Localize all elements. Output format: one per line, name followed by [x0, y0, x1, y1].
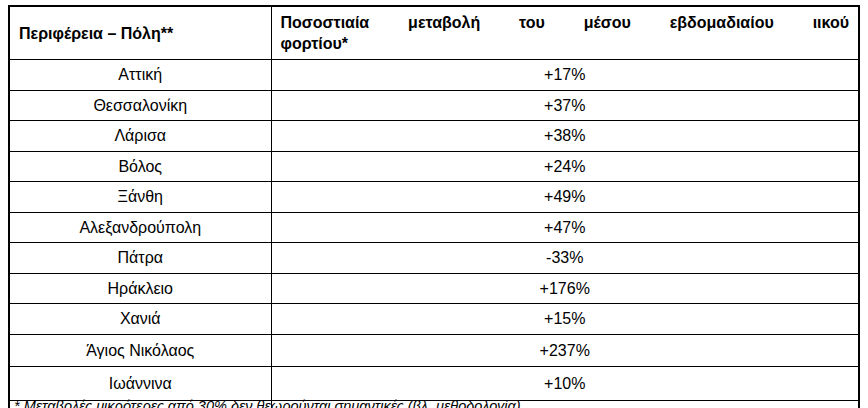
- value-cell: +49%: [271, 182, 859, 213]
- table-row: Πάτρα -33%: [9, 243, 859, 274]
- value-cell: +47%: [271, 212, 859, 243]
- table-row: Άγιος Νικόλαος +237%: [9, 334, 859, 366]
- value-cell: +37%: [271, 90, 859, 121]
- city-cell: Ηράκλειο: [9, 273, 271, 304]
- table-row: Ξάνθη +49%: [9, 182, 859, 213]
- city-cell: Αλεξανδρούπολη: [9, 212, 271, 243]
- header-region-city: Περιφέρεια – Πόλη**: [9, 6, 271, 60]
- table-row: Βόλος +24%: [9, 151, 859, 182]
- header-percent-change-line2: φορτίου*: [281, 33, 850, 54]
- city-cell: Βόλος: [9, 151, 271, 182]
- table-header-row: Περιφέρεια – Πόλη** Ποσοστιαία μεταβολή …: [9, 6, 859, 60]
- table-row: Χανιά +15%: [9, 304, 859, 335]
- city-cell: Λάρισα: [9, 121, 271, 152]
- report-page: Περιφέρεια – Πόλη** Ποσοστιαία μεταβολή …: [0, 0, 868, 408]
- viral-load-table: Περιφέρεια – Πόλη** Ποσοστιαία μεταβολή …: [8, 5, 860, 408]
- value-cell: +38%: [271, 121, 859, 152]
- city-cell: Χανιά: [9, 304, 271, 335]
- header-percent-change: Ποσοστιαία μεταβολή του μέσου εβδομαδιαί…: [271, 6, 859, 60]
- table-footnote: * Μεταβολές μικρότερες από 30% δεν θεωρο…: [14, 397, 521, 408]
- city-cell: Άγιος Νικόλαος: [9, 334, 271, 366]
- header-region-city-label: Περιφέρεια – Πόλη**: [19, 25, 173, 42]
- header-percent-change-line1: Ποσοστιαία μεταβολή του μέσου εβδομαδιαί…: [281, 12, 850, 33]
- table-row: Αλεξανδρούπολη +47%: [9, 212, 859, 243]
- value-cell: +237%: [271, 334, 859, 366]
- value-cell: -33%: [271, 243, 859, 274]
- city-cell: Αττική: [9, 60, 271, 91]
- table-row: Αττική +17%: [9, 60, 859, 91]
- city-cell: Θεσσαλονίκη: [9, 90, 271, 121]
- value-cell: +17%: [271, 60, 859, 91]
- value-cell: +24%: [271, 151, 859, 182]
- city-cell: Ξάνθη: [9, 182, 271, 213]
- value-cell: +15%: [271, 304, 859, 335]
- table-row: Ηράκλειο +176%: [9, 273, 859, 304]
- table-row: Λάρισα +38%: [9, 121, 859, 152]
- table-row: Ιωάννινα +10%: [9, 366, 859, 400]
- table-row: Θεσσαλονίκη +37%: [9, 90, 859, 121]
- value-cell: +10%: [271, 366, 859, 400]
- value-cell: +176%: [271, 273, 859, 304]
- city-cell: Ιωάννινα: [9, 366, 271, 400]
- city-cell: Πάτρα: [9, 243, 271, 274]
